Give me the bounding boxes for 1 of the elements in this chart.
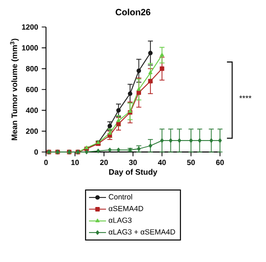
chart-title: Colon26 (116, 8, 150, 16)
